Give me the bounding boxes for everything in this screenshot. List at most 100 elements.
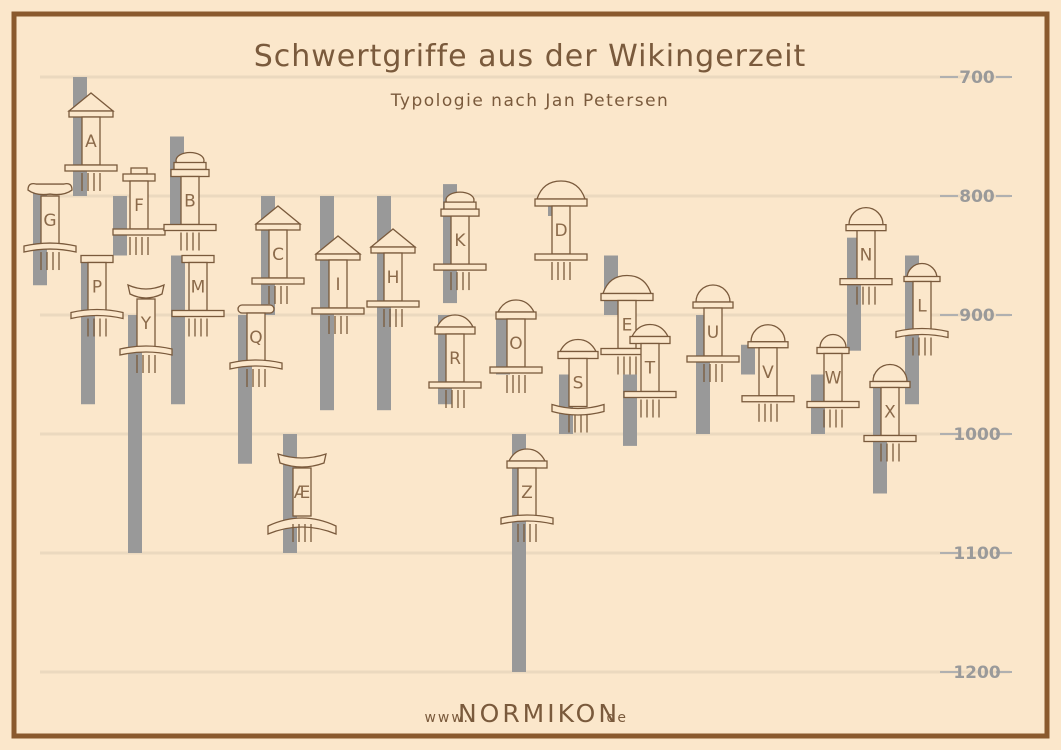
- hilt-Æ: Æ: [267, 453, 337, 542]
- hilt-label-Y: Y: [140, 314, 152, 334]
- footer-suffix: .de: [600, 710, 628, 726]
- hilt-P: P: [70, 254, 124, 337]
- pommel-F: [122, 173, 156, 182]
- pommel-bar-E: [600, 292, 654, 302]
- pommel-M: [181, 254, 215, 264]
- hilt-label-S: S: [573, 374, 584, 394]
- guard-B: [163, 223, 217, 232]
- pommel-R: [435, 314, 475, 328]
- hilt-label-Z: Z: [521, 483, 533, 503]
- pommel-bar-Z: [506, 460, 548, 469]
- guard-G: [23, 242, 77, 253]
- pommel-bar-N: [845, 223, 887, 232]
- pommel-Q: [237, 304, 275, 314]
- guard-V: [741, 395, 795, 403]
- sword-hilts: G A P F Y B M Q C Æ I H K R O Z D S E T U V W N X L: [23, 92, 949, 542]
- footer-prefix: www.: [424, 710, 470, 726]
- pommel-bar-W: [816, 346, 850, 355]
- hilt-I: I: [311, 235, 365, 334]
- hilt-label-G: G: [43, 211, 56, 231]
- tick-label-800: 800: [959, 187, 995, 207]
- guard-H: [366, 300, 420, 308]
- hilt-T: T: [623, 323, 677, 418]
- pommel-bar-O: [495, 311, 537, 320]
- guard-L: [895, 327, 949, 339]
- guard-Q: [229, 359, 283, 370]
- hilt-L: L: [895, 262, 949, 356]
- guard-U: [686, 355, 740, 363]
- hilt-Z: Z: [500, 448, 554, 542]
- pommel-N: [848, 207, 884, 226]
- tick-label-1000: 1000: [953, 425, 1000, 445]
- hilt-R: R: [428, 314, 482, 408]
- pommel-tier1-B: [173, 161, 207, 171]
- guard-R: [428, 381, 482, 389]
- pommel-E: [602, 274, 652, 295]
- guard-I: [311, 307, 365, 315]
- hilt-K: K: [433, 191, 487, 291]
- pommel-W: [819, 333, 847, 349]
- pommel-bar-X: [869, 380, 911, 389]
- guard-S: [551, 403, 605, 416]
- guard-C: [251, 277, 305, 285]
- hilt-label-T: T: [644, 359, 656, 379]
- pommel-U: [695, 284, 731, 303]
- pommel-L: [906, 262, 938, 280]
- pommel-bar-V: [747, 341, 789, 349]
- pommel-S: [558, 338, 598, 353]
- hilt-label-L: L: [917, 297, 927, 317]
- pommel-V: [750, 324, 786, 343]
- pommel-bar-T: [629, 335, 671, 345]
- hilt-label-V: V: [762, 363, 774, 383]
- chart-subtitle: Typologie nach Jan Petersen: [390, 91, 670, 111]
- hilt-G: G: [23, 183, 77, 271]
- pommel-bar-H: [370, 246, 416, 254]
- pommel-P: [80, 254, 114, 264]
- guard-P: [70, 308, 124, 320]
- chart-frame: [11, 11, 1050, 739]
- pommel-bar-R: [434, 326, 476, 335]
- hilt-U: U: [686, 284, 740, 382]
- range-bar-V: [741, 344, 755, 375]
- hilt-label-P: P: [92, 278, 102, 298]
- pommel-D: [536, 180, 586, 200]
- guard-N: [839, 277, 893, 286]
- pommel-bar-A: [68, 110, 114, 118]
- guard-D: [534, 253, 588, 261]
- tick-label-900: 900: [959, 306, 995, 326]
- guard-M: [171, 309, 225, 318]
- hilt-label-X: X: [884, 403, 896, 423]
- hilt-label-N: N: [860, 246, 873, 266]
- hilt-N: N: [839, 207, 893, 305]
- hilt-label-K: K: [454, 231, 466, 251]
- hilt-Y: Y: [119, 283, 173, 373]
- range-bar-M: [171, 255, 185, 405]
- guard-A: [64, 164, 118, 172]
- pommel-tier2-K: [440, 208, 480, 217]
- hilt-label-B: B: [184, 192, 196, 212]
- pommel-Æ: [277, 453, 327, 468]
- footer: www. NORMIKON .de: [424, 699, 628, 728]
- pommel-Z: [507, 448, 547, 462]
- hilt-X: X: [863, 363, 917, 462]
- pommel-bar-U: [692, 301, 734, 309]
- hilt-A: A: [64, 92, 118, 191]
- hilt-label-Æ: Æ: [294, 483, 311, 503]
- grip-S: [568, 357, 588, 408]
- pommel-bar-I: [315, 253, 361, 261]
- guard-X: [863, 434, 917, 443]
- pommel-bar-L: [903, 275, 941, 283]
- hilt-M: M: [171, 254, 225, 337]
- guard-Æ: [267, 517, 337, 535]
- hilt-D: D: [534, 180, 588, 280]
- range-bar-Y: [128, 315, 142, 553]
- pommel-bar-C: [255, 223, 301, 231]
- hilt-label-E: E: [622, 316, 633, 336]
- hilt-label-U: U: [707, 323, 719, 343]
- hilt-label-Q: Q: [249, 328, 262, 348]
- hilt-H: H: [366, 228, 420, 327]
- hilt-label-C: C: [272, 245, 284, 265]
- hilt-S: S: [551, 338, 605, 433]
